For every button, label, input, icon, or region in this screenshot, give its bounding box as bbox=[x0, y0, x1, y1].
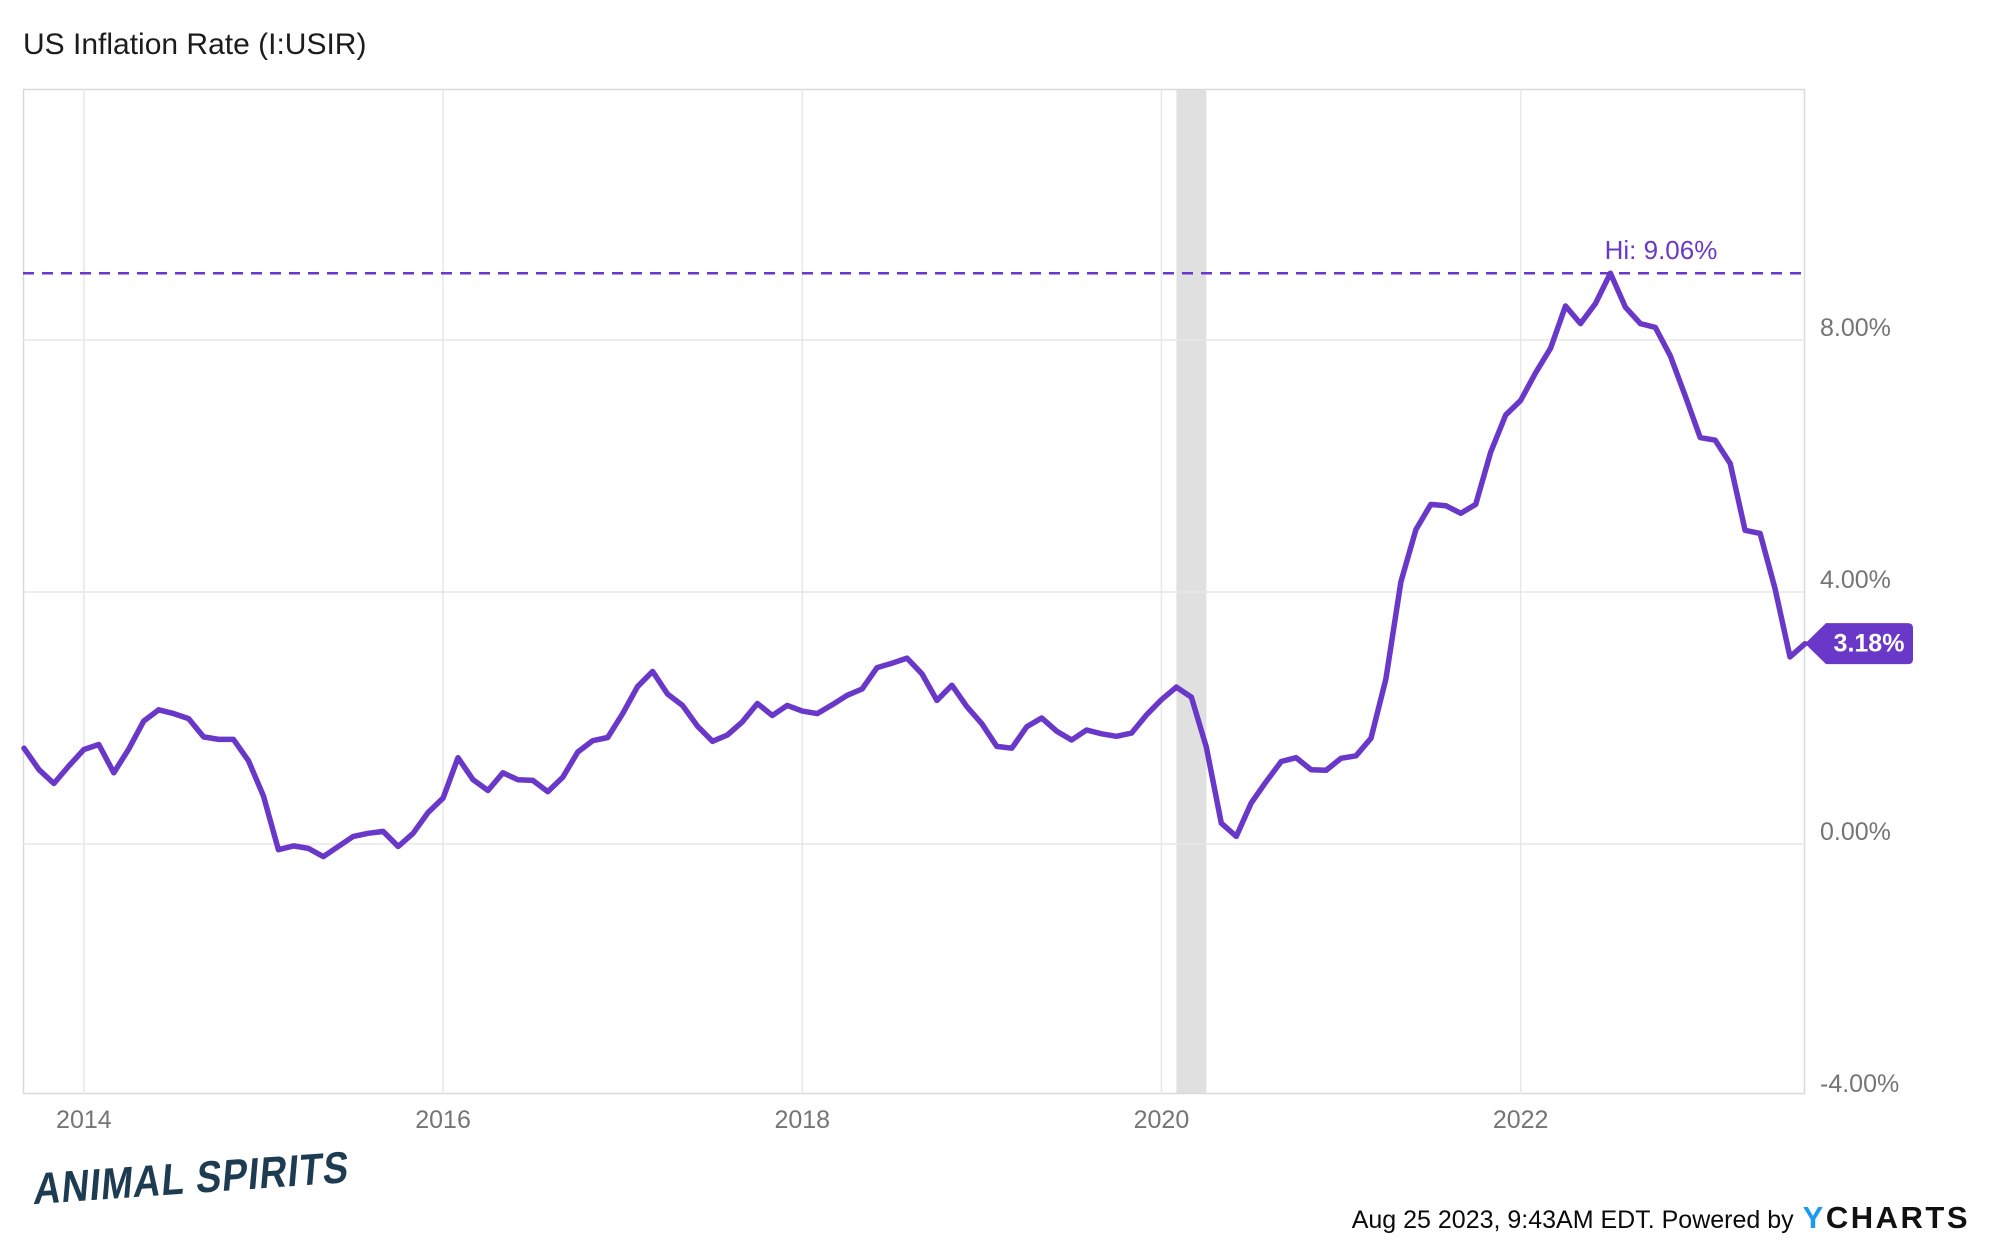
ycharts-logo[interactable]: YCHARTS bbox=[1803, 1200, 1970, 1236]
y-axis-label-8.00%: 8.00% bbox=[1820, 314, 1891, 342]
high-label: Hi: 9.06% bbox=[1605, 235, 1718, 265]
x-axis-label-2016: 2016 bbox=[415, 1106, 471, 1134]
last-value-badge bbox=[1805, 623, 1913, 665]
last-value-label: 3.18% bbox=[1834, 630, 1905, 658]
x-axis-label-2014: 2014 bbox=[56, 1106, 112, 1134]
chart-title: US Inflation Rate (I:USIR) bbox=[23, 28, 367, 61]
y-axis-label-0.00%: 0.00% bbox=[1820, 818, 1891, 846]
y-axis-label--4.00%: -4.00% bbox=[1820, 1070, 1899, 1098]
timestamp-text: Aug 25 2023, 9:43AM EDT. Powered by bbox=[1351, 1206, 1794, 1234]
inflation-line bbox=[21, 270, 1808, 860]
ycharts-wordmark: CHARTS bbox=[1825, 1200, 1970, 1235]
x-axis-label-2022: 2022 bbox=[1493, 1106, 1549, 1134]
x-axis-label-2020: 2020 bbox=[1134, 1106, 1190, 1134]
attribution: Aug 25 2023, 9:43AM EDT. Powered by YCHA… bbox=[1352, 1200, 1970, 1236]
ycharts-y-icon: Y bbox=[1802, 1200, 1826, 1235]
y-axis-label-4.00%: 4.00% bbox=[1820, 566, 1891, 594]
x-axis-label-2018: 2018 bbox=[774, 1106, 830, 1134]
